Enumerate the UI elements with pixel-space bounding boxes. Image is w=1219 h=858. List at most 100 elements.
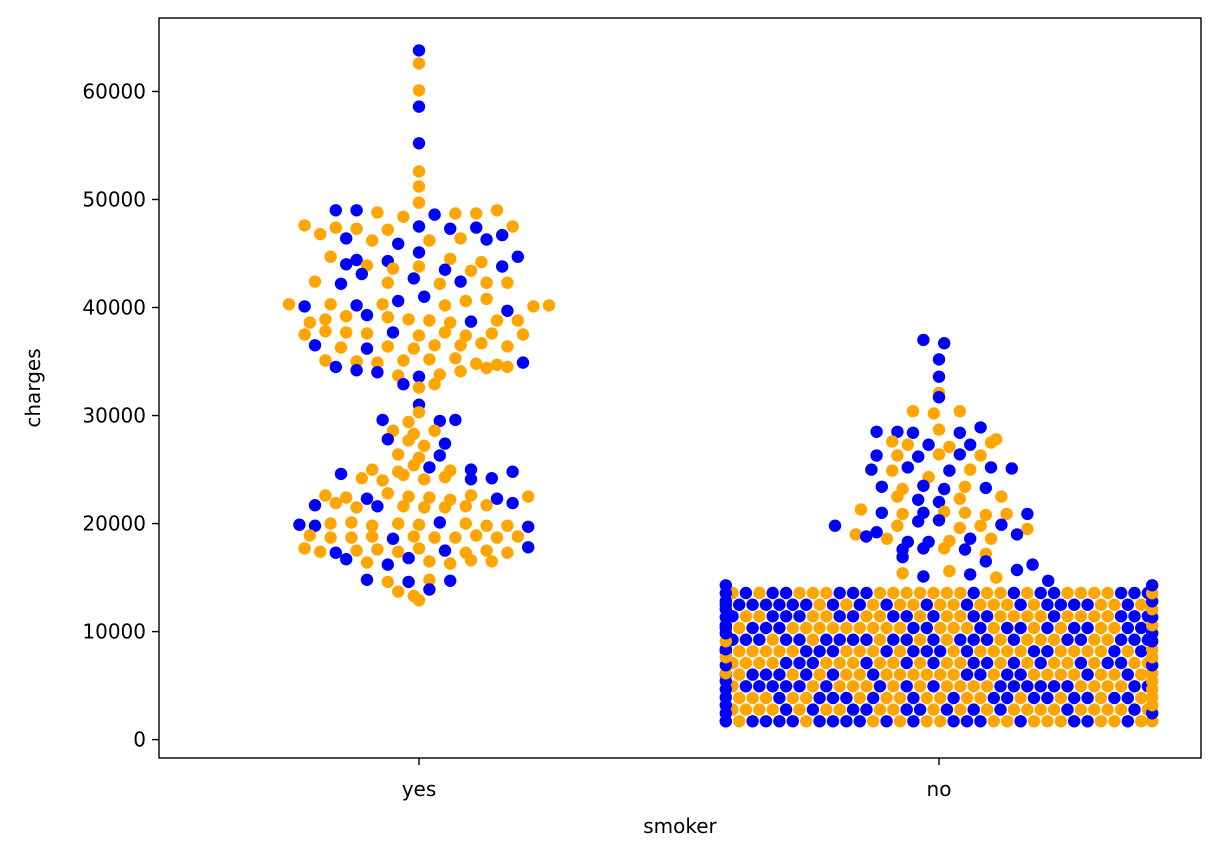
data-point-no xyxy=(793,680,806,693)
data-point-no xyxy=(833,680,846,693)
data-point-yes xyxy=(376,413,389,427)
data-point-yes xyxy=(308,275,322,288)
series-yes-points xyxy=(282,44,556,607)
data-point-no xyxy=(739,586,753,600)
data-point-no xyxy=(896,550,909,564)
data-point-no xyxy=(733,645,746,658)
data-point-no xyxy=(739,610,753,623)
data-point-no xyxy=(870,449,883,462)
data-point-no xyxy=(873,656,887,670)
data-point-yes xyxy=(470,529,483,542)
data-point-no xyxy=(766,703,779,716)
data-point-yes xyxy=(340,553,353,566)
data-point-yes xyxy=(397,378,410,391)
data-point-yes xyxy=(334,467,348,481)
data-point-no xyxy=(927,656,940,670)
data-point-no xyxy=(826,668,840,681)
data-point-yes xyxy=(402,415,415,429)
data-point-no xyxy=(1146,579,1159,592)
data-point-no xyxy=(1074,633,1088,646)
plot-frame xyxy=(158,17,1202,759)
data-point-no xyxy=(913,703,927,716)
data-point-yes xyxy=(386,326,400,339)
x-axis-label: smoker xyxy=(643,814,717,838)
data-point-yes xyxy=(386,532,400,545)
data-point-yes xyxy=(464,489,478,502)
data-point-yes xyxy=(485,327,498,340)
data-point-yes xyxy=(392,585,405,598)
data-point-yes xyxy=(298,300,311,313)
data-point-yes xyxy=(449,413,462,427)
data-point-no xyxy=(906,405,920,418)
data-point-no xyxy=(1081,668,1094,681)
data-point-no xyxy=(906,426,920,439)
data-point-no xyxy=(873,680,887,693)
data-point-no xyxy=(953,521,966,535)
data-point-yes xyxy=(516,328,530,341)
data-point-no xyxy=(753,680,766,693)
data-point-no xyxy=(1135,691,1148,705)
data-point-yes xyxy=(444,316,457,329)
data-point-yes xyxy=(412,370,426,383)
data-point-yes xyxy=(412,246,426,259)
data-point-yes xyxy=(350,501,363,514)
data-point-no xyxy=(806,703,820,716)
x-tick-label-yes: yes xyxy=(402,777,437,801)
data-point-no xyxy=(853,598,866,611)
data-point-no xyxy=(887,610,900,623)
data-point-no xyxy=(873,610,887,623)
data-point-no xyxy=(867,715,880,728)
data-point-yes xyxy=(360,556,374,569)
data-point-yes xyxy=(464,554,478,567)
data-point-no xyxy=(901,438,914,451)
data-point-yes xyxy=(282,298,296,311)
data-point-no xyxy=(953,405,966,418)
data-point-no xyxy=(954,680,967,693)
data-point-no xyxy=(917,479,930,492)
data-point-yes xyxy=(490,492,504,505)
data-point-no xyxy=(849,528,862,541)
data-point-yes xyxy=(402,434,415,447)
data-point-yes xyxy=(350,222,363,235)
data-point-yes xyxy=(433,277,446,290)
data-point-yes xyxy=(340,491,353,504)
data-point-yes xyxy=(480,361,493,375)
data-point-yes xyxy=(397,210,410,223)
data-point-yes xyxy=(501,340,514,353)
data-point-yes xyxy=(308,519,322,532)
data-point-yes xyxy=(542,299,556,312)
data-point-yes xyxy=(350,355,363,368)
data-point-no xyxy=(1041,598,1054,611)
data-point-no xyxy=(900,680,913,693)
data-point-yes xyxy=(293,518,306,531)
data-point-no xyxy=(759,645,773,658)
data-point-no xyxy=(913,586,927,600)
data-point-no xyxy=(820,656,833,670)
data-point-yes xyxy=(345,516,358,529)
data-point-yes xyxy=(381,558,394,571)
data-point-yes xyxy=(355,267,368,281)
data-point-yes xyxy=(371,366,384,379)
data-point-no xyxy=(846,680,860,693)
data-point-no xyxy=(1081,645,1094,658)
data-point-no xyxy=(886,435,899,448)
data-point-yes xyxy=(329,360,342,374)
data-point-no xyxy=(1010,563,1024,577)
data-point-no xyxy=(800,621,813,635)
data-point-yes xyxy=(459,500,472,513)
x-tick-label-no: no xyxy=(927,777,952,801)
y-tick-label: 40000 xyxy=(82,296,146,320)
data-point-no xyxy=(994,703,1007,716)
data-point-no xyxy=(943,440,956,454)
data-point-no xyxy=(938,542,951,555)
data-point-no xyxy=(900,656,913,670)
data-point-no xyxy=(820,633,833,646)
data-point-no xyxy=(927,680,940,693)
data-point-no xyxy=(1047,633,1061,646)
data-point-no xyxy=(891,449,904,462)
data-point-no xyxy=(947,715,960,728)
data-point-no xyxy=(1047,656,1061,670)
data-point-no xyxy=(913,680,927,693)
data-point-yes xyxy=(381,575,394,589)
